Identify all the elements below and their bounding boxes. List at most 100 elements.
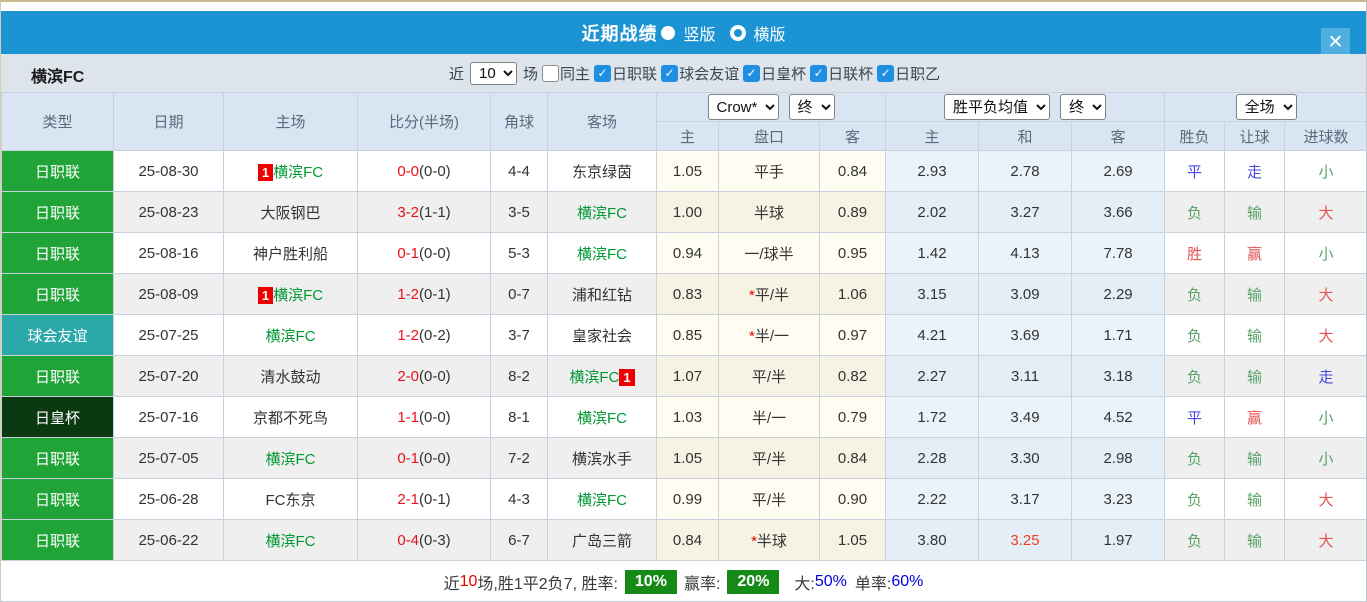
team-name: 横滨FC xyxy=(577,245,627,263)
avg-away-cell: 3.23 xyxy=(1071,478,1166,520)
games-label: 场 xyxy=(523,65,539,83)
league-filter: ✓ 日职联 ✓ 球会友谊 ✓ 日皇杯 ✓ 日联杯 ✓ 日职乙 xyxy=(590,63,940,84)
date-cell: 25-08-16 xyxy=(113,232,224,274)
team-name: 横滨FC xyxy=(577,409,627,427)
away-team-cell: 横滨FC xyxy=(547,232,657,274)
away-team-cell: 东京绿茵 xyxy=(547,150,657,192)
result-cell: 负 xyxy=(1164,314,1226,356)
avg-away-cell: 7.78 xyxy=(1071,232,1166,274)
handicap-result-cell: 输 xyxy=(1224,273,1286,315)
league-checkbox[interactable]: ✓ xyxy=(810,64,828,82)
corners-cell: 8-2 xyxy=(490,355,548,397)
team-name: 东京绿茵 xyxy=(571,163,632,181)
same-home-checkbox[interactable] xyxy=(542,64,560,82)
layout-horizontal-label[interactable]: 横版 xyxy=(753,26,786,44)
goals-result-cell: 大 xyxy=(1284,314,1366,356)
table-row: 球会友谊 25-07-25 横滨FC 1-2(0-2) 3-7 皇家社会 0.85 *半/一 0… xyxy=(1,314,1366,356)
red-card-badge: 1 xyxy=(257,286,274,304)
goals-result-cell: 小 xyxy=(1284,150,1366,192)
date-cell: 25-08-23 xyxy=(113,191,224,233)
league-label: 日皇杯 xyxy=(761,65,807,83)
odds-home-cell: 1.00 xyxy=(656,191,719,233)
handicap-cell: 平手 xyxy=(718,150,820,192)
avg-draw-cell: 3.17 xyxy=(978,478,1073,520)
table-row: 日职联 25-06-22 横滨FC 0-4(0-3) 6-7 广岛三箭 0.84 *半球 1.0… xyxy=(1,519,1366,561)
team-name: 皇家社会 xyxy=(571,327,632,345)
avg-away-cell: 2.29 xyxy=(1071,273,1166,315)
handicap-result-cell: 走 xyxy=(1224,150,1286,192)
layout-horizontal-radio-icon[interactable] xyxy=(729,24,746,41)
avg-draw-cell: 3.27 xyxy=(978,191,1073,233)
layout-vertical-label[interactable]: 竖版 xyxy=(683,26,716,44)
corners-cell: 8-1 xyxy=(490,396,548,438)
odds-away-cell: 0.95 xyxy=(818,232,887,274)
handicap-cell: 半/一 xyxy=(718,396,820,438)
avg-home-cell: 3.80 xyxy=(885,519,980,561)
league-checkbox[interactable]: ✓ xyxy=(743,64,761,82)
col-header-score: 比分(半场) xyxy=(357,92,491,151)
league-checkbox[interactable]: ✓ xyxy=(594,64,612,82)
dialog-title: 近期战绩 xyxy=(581,23,658,44)
date-cell: 25-06-22 xyxy=(113,519,224,561)
avg-draw-cell: 3.49 xyxy=(978,396,1073,438)
avg-home-cell: 2.02 xyxy=(885,191,980,233)
period-select[interactable]: 全场 xyxy=(1235,94,1297,120)
summary-detail: 场,胜1平2负7, 胜率: xyxy=(477,576,618,593)
col-header-avg-draw: 和 xyxy=(978,121,1073,151)
odds-away-cell: 0.90 xyxy=(818,478,887,520)
dialog-header: 近期战绩 竖版 横版 ✕ xyxy=(1,11,1366,57)
handicap-cell: *半/一 xyxy=(718,314,820,356)
league-checkbox[interactable]: ✓ xyxy=(661,64,679,82)
avg-group-header: 胜平负均值 终 xyxy=(885,92,1166,122)
games-count-select[interactable]: 10 xyxy=(470,61,518,85)
avg-type-select[interactable]: 胜平负均值 xyxy=(944,94,1051,120)
avg-draw-cell: 3.25 xyxy=(978,519,1073,561)
score-cell: 0-0(0-0) xyxy=(357,150,491,192)
col-header-away: 客场 xyxy=(547,92,657,151)
avg-away-cell: 2.69 xyxy=(1071,150,1166,192)
date-cell: 25-07-25 xyxy=(113,314,224,356)
league-checkbox[interactable]: ✓ xyxy=(877,64,895,82)
team-name: 横滨水手 xyxy=(571,450,632,468)
league-cell: 日职联 xyxy=(1,191,114,233)
odds-time-select[interactable]: 终 xyxy=(788,94,835,120)
handicap-result-cell: 输 xyxy=(1224,437,1286,479)
table-row: 日职联 25-07-05 横滨FC 0-1(0-0) 7-2 横滨水手 1.05 平/半 0.8… xyxy=(1,437,1366,479)
handicap-result-cell: 赢 xyxy=(1224,396,1286,438)
bookmaker-select[interactable]: Crow* xyxy=(707,94,779,120)
date-cell: 25-07-05 xyxy=(113,437,224,479)
odds-home-cell: 0.99 xyxy=(656,478,719,520)
avg-draw-cell: 3.69 xyxy=(978,314,1073,356)
handicap-cell: 一/球半 xyxy=(718,232,820,274)
near-label: 近 xyxy=(449,65,465,83)
handicap-result-cell: 赢 xyxy=(1224,232,1286,274)
col-header-handicap-result: 让球 xyxy=(1224,121,1286,151)
result-cell: 负 xyxy=(1164,478,1226,520)
handicap-result-cell: 输 xyxy=(1224,191,1286,233)
home-team-cell: 神户胜利船 xyxy=(223,232,358,274)
red-card-badge: 1 xyxy=(619,368,635,386)
close-icon: ✕ xyxy=(1327,32,1344,53)
col-header-avg-away: 客 xyxy=(1071,121,1166,151)
summary-near-label: 近 xyxy=(443,576,460,593)
table-row: 日职联 25-08-16 神户胜利船 0-1(0-0) 5-3 横滨FC 0.94 一/球半 0… xyxy=(1,232,1366,274)
col-header-odds-away: 客 xyxy=(818,121,887,151)
score-cell: 2-0(0-0) xyxy=(357,355,491,397)
avg-time-select[interactable]: 终 xyxy=(1060,94,1107,120)
layout-vertical-radio-icon[interactable] xyxy=(661,25,676,40)
corners-cell: 7-2 xyxy=(490,437,548,479)
team-name: 大阪钢巴 xyxy=(260,204,321,222)
close-button[interactable]: ✕ xyxy=(1321,28,1350,57)
handicap-result-cell: 输 xyxy=(1224,519,1286,561)
league-cell: 球会友谊 xyxy=(1,314,114,356)
table-row: 日职联 25-07-20 清水鼓动 2-0(0-0) 8-2 横滨FC 1 1.07 平/半 0.… xyxy=(1,355,1366,397)
table-header: 类型 日期 主场 比分(半场) 角球 客场 Crow* 终 xyxy=(1,92,1366,151)
col-header-corners: 角球 xyxy=(490,92,548,151)
col-header-goals-result: 进球数 xyxy=(1284,121,1366,151)
big-rate-label: 大: xyxy=(794,576,815,593)
single-rate-label: 单率: xyxy=(854,576,892,593)
result-cell: 负 xyxy=(1164,437,1226,479)
goals-result-cell: 大 xyxy=(1284,519,1366,561)
team-name: 横滨FC xyxy=(577,491,627,509)
league-cell: 日职联 xyxy=(1,478,114,520)
